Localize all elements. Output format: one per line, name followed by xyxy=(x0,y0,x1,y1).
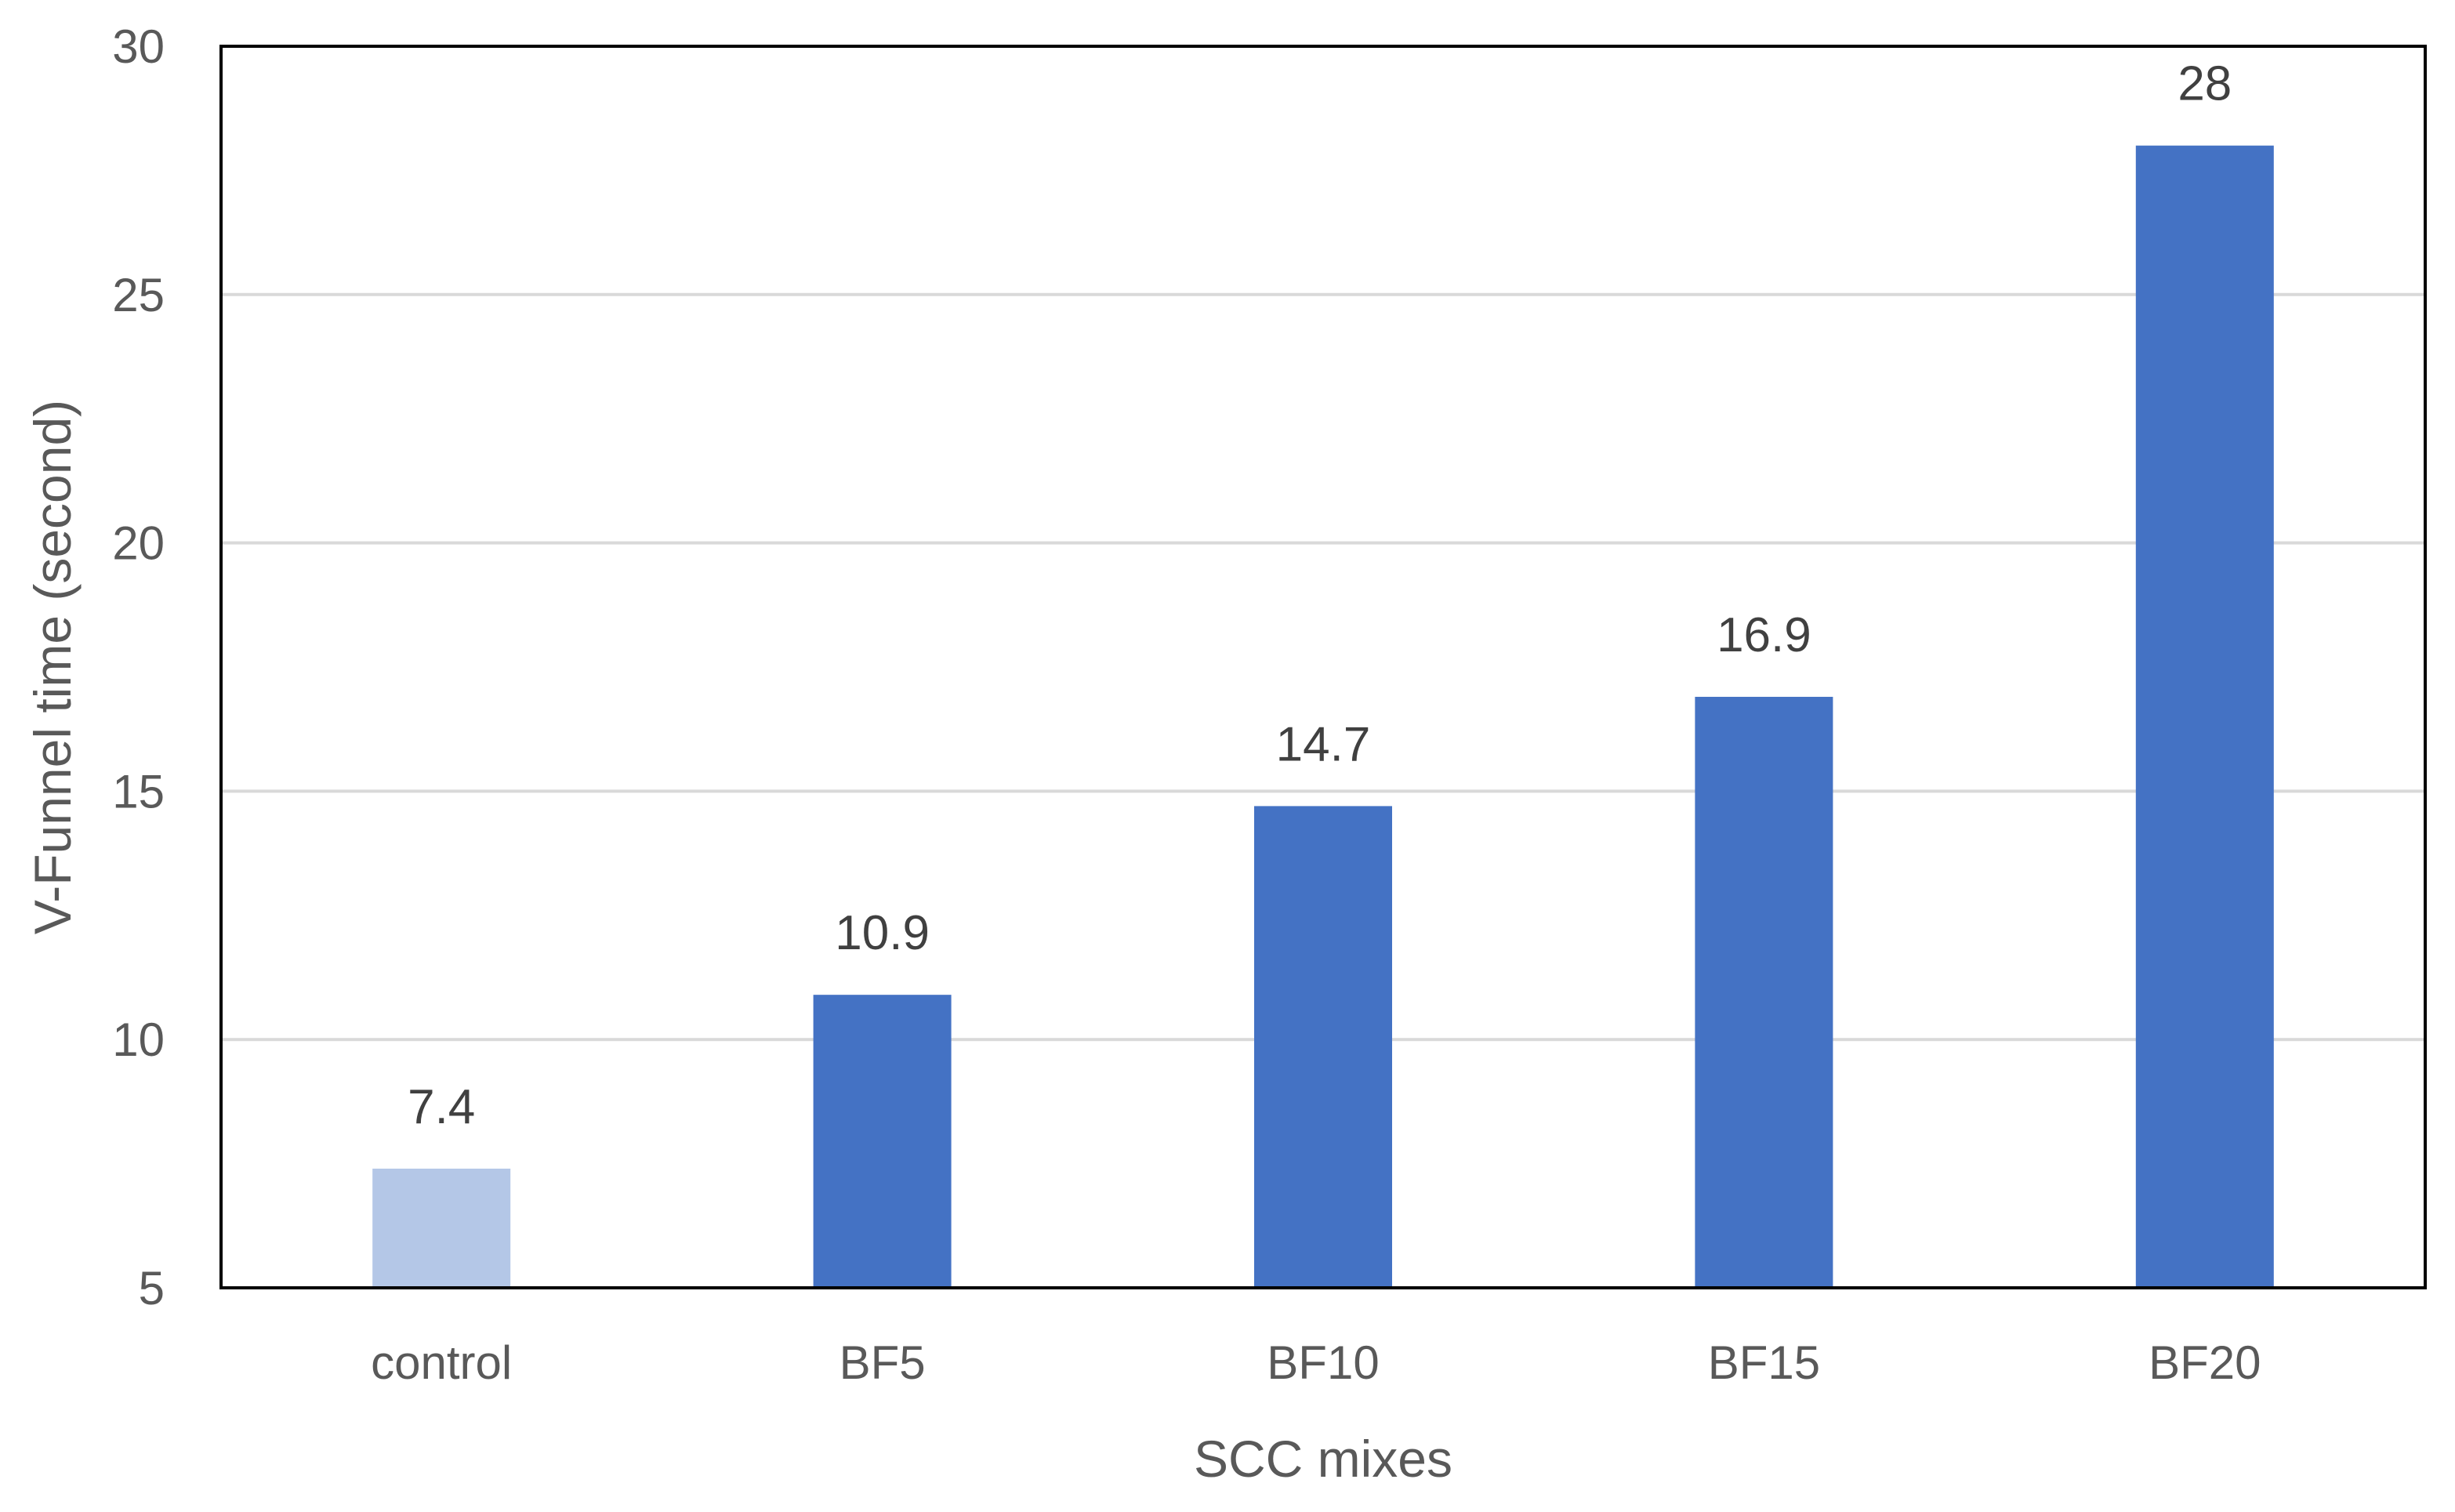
bar-bf5 xyxy=(813,995,952,1288)
y-axis-title: V-Funnel time (second) xyxy=(24,400,82,934)
x-tick-label: BF5 xyxy=(839,1336,926,1389)
y-axis-ticks: 5 10 15 20 25 30 xyxy=(112,20,165,1314)
bars xyxy=(372,145,2274,1289)
data-label: 14.7 xyxy=(1276,717,1371,771)
data-label: 7.4 xyxy=(408,1080,475,1134)
x-axis-title: SCC mixes xyxy=(1194,1430,1452,1488)
plot-area-frame xyxy=(219,45,2427,1289)
data-label: 16.9 xyxy=(1717,608,1811,662)
y-tick-label: 5 xyxy=(139,1262,165,1314)
data-label: 28 xyxy=(2178,57,2232,111)
x-tick-label: BF10 xyxy=(1267,1336,1379,1389)
bar-control xyxy=(372,1168,511,1288)
y-tick-label: 25 xyxy=(112,269,165,321)
x-axis-ticks: control BF5 BF10 BF15 BF20 xyxy=(371,1336,2261,1389)
bar-bf10 xyxy=(1254,806,1392,1288)
bar-bf15 xyxy=(1695,697,1833,1288)
y-tick-label: 10 xyxy=(112,1013,165,1066)
bar-bf20 xyxy=(2135,145,2274,1289)
data-label: 10.9 xyxy=(835,906,930,960)
x-tick-label: control xyxy=(371,1336,512,1389)
y-tick-label: 15 xyxy=(112,765,165,818)
data-labels: 7.4 10.9 14.7 16.9 28 xyxy=(408,57,2232,1134)
y-tick-label: 30 xyxy=(112,20,165,73)
y-tick-label: 20 xyxy=(112,517,165,570)
x-tick-label: BF15 xyxy=(1708,1336,1820,1389)
x-tick-label: BF20 xyxy=(2149,1336,2261,1389)
